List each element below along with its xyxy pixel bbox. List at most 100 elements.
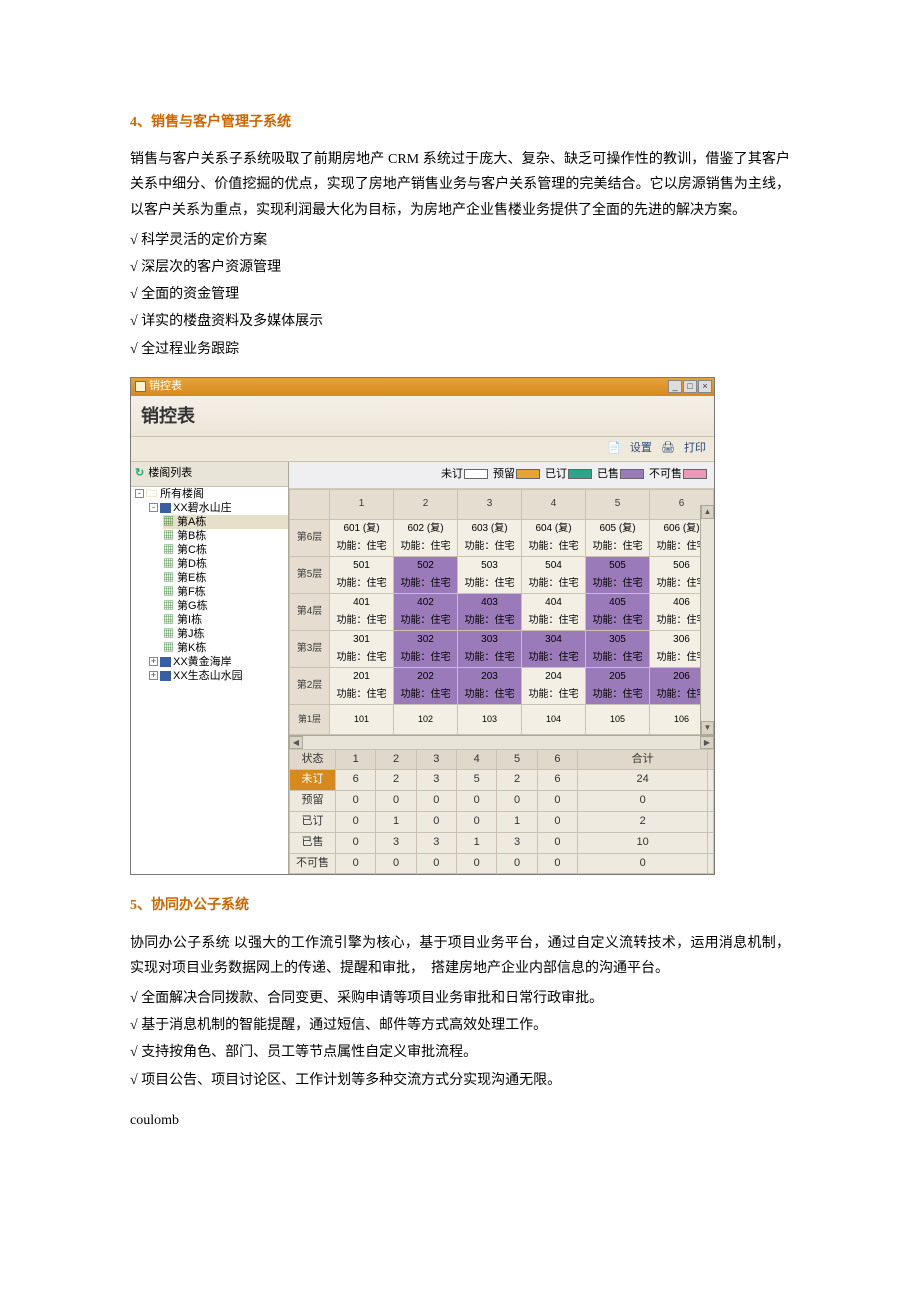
tree-project-2[interactable]: XX黄金海岸 [173,656,232,668]
room-cell[interactable]: 201功能：住宅 [330,667,394,704]
summary-status-cell[interactable]: 不可售 [290,853,336,874]
room-cell[interactable]: 102 [394,704,458,734]
room-cell[interactable]: 401功能：住宅 [330,593,394,630]
summary-col-header: 6 [537,749,577,770]
grid-col-header: 1 [330,489,394,519]
room-cell[interactable]: 205功能：住宅 [586,667,650,704]
tree-building-item[interactable]: ▦ 第E栋 [163,571,288,585]
room-cell[interactable]: 601 (复)功能：住宅 [330,519,394,556]
project-icon [160,503,171,513]
summary-value-cell: 0 [578,791,708,812]
summary-value-cell: 1 [376,812,416,833]
room-cell[interactable]: 204功能：住宅 [522,667,586,704]
room-cell[interactable]: 504功能：住宅 [522,556,586,593]
expand-icon[interactable]: + [149,657,158,666]
tree-building-item[interactable]: ▦ 第G栋 [163,599,288,613]
room-cell[interactable]: 404功能：住宅 [522,593,586,630]
room-cell[interactable]: 302功能：住宅 [394,630,458,667]
room-cell[interactable]: 305功能：住宅 [586,630,650,667]
bullet-item: 详实的楼盘资料及多媒体展示 [130,308,790,335]
building-tree[interactable]: -🗀 所有楼阁 -XX碧水山庄 ▦ 第A栋▦ 第B栋▦ 第C栋▦ 第D栋▦ 第E… [131,487,288,683]
horizontal-scrollbar[interactable]: ◀ ▶ [289,735,714,749]
grid-row-header: 第1层 [290,704,330,734]
room-cell[interactable]: 505功能：住宅 [586,556,650,593]
expand-icon[interactable]: + [149,671,158,680]
summary-value-cell: 0 [416,812,456,833]
tree-building-item[interactable]: ▦ 第B栋 [163,529,288,543]
page-title: 销控表 [131,396,714,437]
tree-project-1[interactable]: XX碧水山庄 [173,502,232,514]
building-icon: ▦ [163,614,174,626]
room-cell[interactable]: 103 [458,704,522,734]
room-cell[interactable]: 104 [522,704,586,734]
tree-building-item[interactable]: ▦ 第A栋 [163,515,288,529]
scroll-up-icon[interactable]: ▲ [701,505,714,519]
room-cell[interactable]: 301功能：住宅 [330,630,394,667]
scroll-right-icon[interactable]: ▶ [700,736,714,749]
maximize-button[interactable]: □ [683,380,697,393]
grid-row-header: 第6层 [290,519,330,556]
room-cell[interactable]: 304功能：住宅 [522,630,586,667]
room-cell[interactable]: 604 (复)功能：住宅 [522,519,586,556]
grid-col-header: 2 [394,489,458,519]
grid-col-header: 3 [458,489,522,519]
tree-project-3[interactable]: XX生态山水园 [173,670,243,682]
summary-table: 状态123456合计 未订62352624预留0000000已订0100102已… [289,749,714,875]
room-cell[interactable]: 202功能：住宅 [394,667,458,704]
grid-col-header: 5 [586,489,650,519]
tree-root-label[interactable]: 所有楼阁 [160,488,204,500]
bullet-item: 全面解决合同拨款、合同变更、采购申请等项目业务审批和日常行政审批。 [130,985,790,1012]
room-cell[interactable]: 101 [330,704,394,734]
room-cell[interactable]: 502功能：住宅 [394,556,458,593]
room-cell[interactable]: 405功能：住宅 [586,593,650,630]
bullet-item: 基于消息机制的智能提醒，通过短信、邮件等方式高效处理工作。 [130,1012,790,1039]
collapse-icon[interactable]: - [135,489,144,498]
project-icon [160,671,171,681]
summary-value-cell: 0 [376,853,416,874]
summary-value-cell: 0 [537,812,577,833]
room-cell[interactable]: 602 (复)功能：住宅 [394,519,458,556]
close-button[interactable]: × [698,380,712,393]
settings-button[interactable]: 📄 设置 [607,442,652,454]
tree-building-item[interactable]: ▦ 第F栋 [163,585,288,599]
tree-building-item[interactable]: ▦ 第D栋 [163,557,288,571]
summary-value-cell: 0 [457,791,497,812]
tree-building-item[interactable]: ▦ 第K栋 [163,641,288,655]
minimize-button[interactable]: _ [668,380,682,393]
summary-value-cell: 2 [497,770,537,791]
room-cell[interactable]: 403功能：住宅 [458,593,522,630]
tree-building-item[interactable]: ▦ 第I栋 [163,613,288,627]
room-cell[interactable]: 402功能：住宅 [394,593,458,630]
room-cell[interactable]: 501功能：住宅 [330,556,394,593]
scroll-left-icon[interactable]: ◀ [289,736,303,749]
summary-status-cell[interactable]: 已订 [290,812,336,833]
building-icon: ▦ [163,586,174,598]
window-titlebar: 销控表 _ □ × [131,378,714,396]
room-cell[interactable]: 603 (复)功能：住宅 [458,519,522,556]
summary-value-cell: 3 [497,832,537,853]
summary-value-cell: 10 [578,832,708,853]
room-cell[interactable]: 303功能：住宅 [458,630,522,667]
summary-value-cell: 0 [497,791,537,812]
tree-header: ↻ 楼阁列表 [131,462,288,487]
room-cell[interactable]: 605 (复)功能：住宅 [586,519,650,556]
room-cell[interactable]: 105 [586,704,650,734]
refresh-icon[interactable]: ↻ [135,464,144,484]
vertical-scrollbar[interactable]: ▲ ▼ [700,505,714,735]
scroll-down-icon[interactable]: ▼ [701,721,714,735]
section4-paragraph: 销售与客户关系子系统吸取了前期房地产 CRM 系统过于庞大、复杂、缺乏可操作性的… [130,147,790,223]
building-icon: ▦ [163,530,174,542]
print-button[interactable]: 🖨 打印 [661,442,706,454]
summary-value-cell: 3 [376,832,416,853]
summary-value-cell: 0 [336,791,376,812]
summary-status-cell[interactable]: 已售 [290,832,336,853]
summary-status-cell[interactable]: 未订 [290,770,336,791]
room-cell[interactable]: 203功能：住宅 [458,667,522,704]
tree-building-item[interactable]: ▦ 第J栋 [163,627,288,641]
collapse-icon[interactable]: - [149,503,158,512]
room-cell[interactable]: 503功能：住宅 [458,556,522,593]
summary-status-cell[interactable]: 预留 [290,791,336,812]
summary-col-header: 3 [416,749,456,770]
building-icon: ▦ [163,642,174,654]
tree-building-item[interactable]: ▦ 第C栋 [163,543,288,557]
